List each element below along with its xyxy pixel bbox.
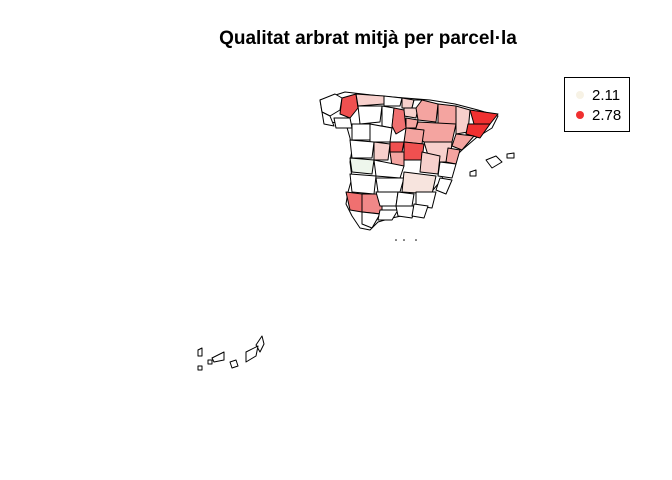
island-la-gomera <box>207 359 213 365</box>
province-badajoz <box>349 173 377 195</box>
province-valencia <box>437 161 457 179</box>
province-alicante <box>435 177 453 195</box>
legend-label-low: 2.11 <box>592 86 621 104</box>
island-la-palma <box>197 347 203 357</box>
province-asturias <box>355 93 385 107</box>
province-burgos <box>391 107 407 135</box>
province-jaen <box>395 191 415 207</box>
province-barcelona <box>465 123 491 139</box>
legend-item-low: 2.11 <box>565 85 620 105</box>
legend-label-high: 2.78 <box>592 106 622 124</box>
province-huesca <box>437 103 457 125</box>
province-salamanca <box>349 139 375 159</box>
province-granada <box>395 205 417 219</box>
province-soria <box>403 127 425 145</box>
island-fuerteventura <box>245 345 259 363</box>
island-menorca <box>506 152 515 159</box>
province-cordoba <box>375 191 399 207</box>
province-malaga <box>377 209 399 221</box>
province-albacete <box>401 171 437 195</box>
island-gran-canaria <box>229 359 239 369</box>
province-cantabria <box>383 95 403 107</box>
province-caceres <box>349 157 375 175</box>
province-tarragona <box>451 133 475 151</box>
island-ibiza <box>469 169 477 177</box>
province-murcia <box>415 191 437 209</box>
island-tenerife <box>211 351 225 363</box>
legend: 2.11 2.78 <box>564 77 630 132</box>
map-title: Qualitat arbrat mitjà per parcel·la <box>219 28 517 49</box>
dot-chafarinas <box>415 239 417 241</box>
province-leon <box>357 105 383 125</box>
dot-ceuta <box>395 239 397 241</box>
province-segovia <box>389 141 405 153</box>
province-castellon <box>445 147 461 165</box>
legend-dot-icon <box>576 111 584 119</box>
dot-melilla <box>403 239 405 241</box>
island-mallorca <box>485 155 503 169</box>
island-el-hierro <box>197 365 203 371</box>
province-lugo <box>339 93 359 119</box>
province-almeria <box>411 203 429 219</box>
province-avila <box>373 141 391 161</box>
legend-item-high: 2.78 <box>565 105 621 125</box>
province-pontevedra <box>321 111 335 127</box>
province-ourense <box>333 117 353 129</box>
province-ciudad-real <box>375 177 405 193</box>
province-navarra <box>415 99 439 123</box>
legend-dot-icon <box>576 91 584 99</box>
province-cuenca <box>419 151 441 175</box>
province-zamora <box>351 123 371 141</box>
province-cadiz <box>361 211 381 229</box>
